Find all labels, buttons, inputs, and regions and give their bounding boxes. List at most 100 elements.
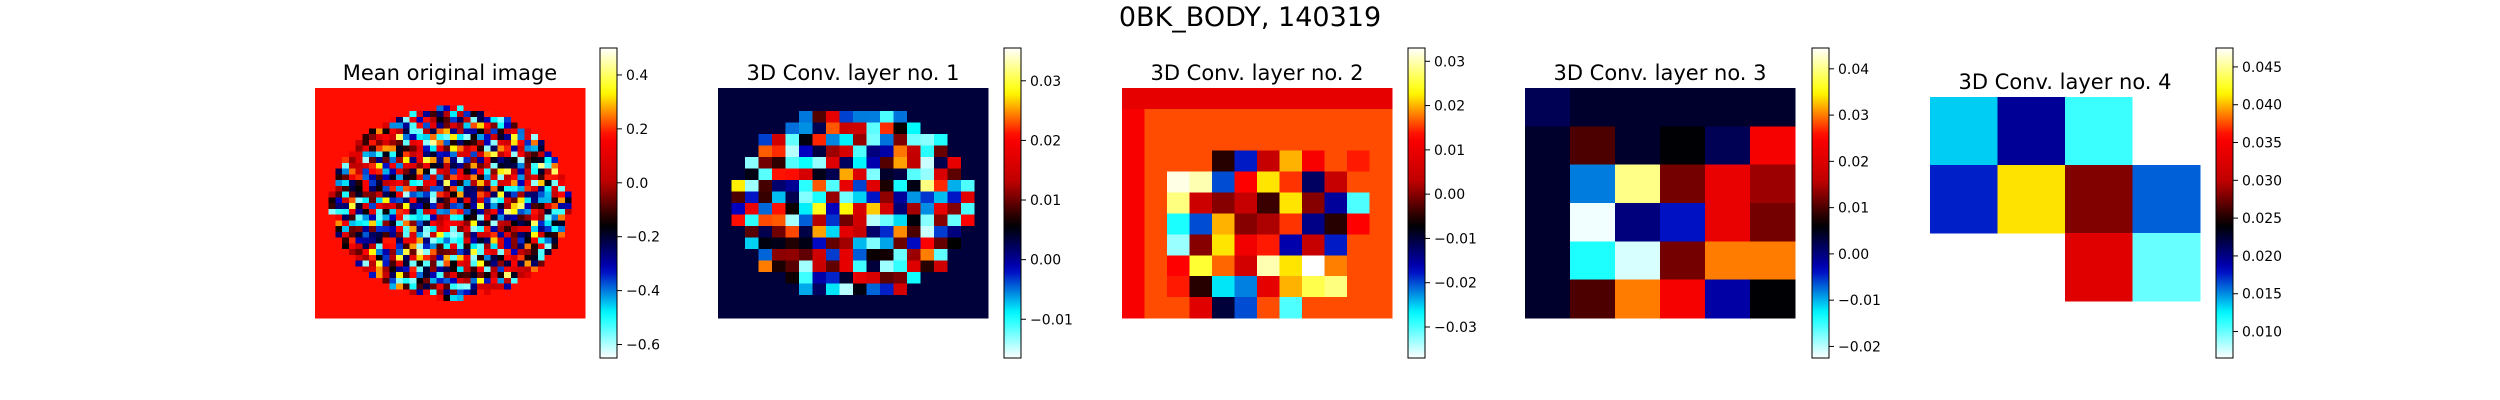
- heatmap-cell: [470, 151, 478, 158]
- heatmap-cell: [409, 168, 417, 175]
- heatmap-cell: [328, 260, 336, 267]
- heatmap-cell: [1122, 297, 1146, 319]
- heatmap-cell: [375, 168, 384, 175]
- heatmap-cell: [826, 306, 841, 319]
- heatmap-cell: [551, 111, 559, 118]
- heatmap-cell: [497, 139, 505, 147]
- heatmap-cell: [517, 88, 525, 95]
- heatmap-cell: [564, 231, 573, 239]
- heatmap-cell: [328, 214, 336, 221]
- heatmap-cell: [477, 151, 485, 158]
- heatmap-cell: [369, 168, 377, 175]
- heatmap-cell: [524, 116, 532, 124]
- heatmap-cell: [812, 99, 827, 112]
- heatmap-cell: [362, 197, 370, 204]
- heatmap-cell: [483, 306, 492, 313]
- heatmap-cell: [335, 88, 343, 95]
- heatmap-cell: [551, 237, 559, 244]
- heatmap-cell: [758, 168, 773, 181]
- heatmap-cell: [463, 203, 471, 210]
- heatmap-cell: [504, 260, 512, 267]
- heatmap-cell: [907, 237, 922, 250]
- heatmap-cell: [826, 134, 841, 147]
- heatmap-cell: [564, 306, 573, 313]
- heatmap-cell: [348, 128, 357, 135]
- heatmap-cell: [328, 139, 336, 147]
- heatmap-cell: [517, 254, 525, 262]
- heatmap-cell: [839, 237, 854, 250]
- heatmap-cell: [510, 116, 519, 124]
- heatmap-cell: [470, 145, 478, 152]
- heatmap-cell: [1660, 241, 1706, 281]
- heatmap-cell: [369, 174, 377, 181]
- heatmap-cell: [375, 151, 384, 158]
- heatmap-cell: [510, 226, 519, 233]
- heatmap-cell: [839, 157, 854, 170]
- heatmap-cell: [443, 277, 451, 285]
- heatmap-cell: [443, 145, 451, 152]
- heatmap-cell: [812, 237, 827, 250]
- heatmap-cell: [718, 111, 733, 124]
- heatmap-cell: [551, 283, 559, 290]
- heatmap-cell: [436, 157, 444, 164]
- heatmap-cell: [348, 139, 357, 147]
- heatmap-cell: [799, 191, 814, 204]
- heatmap-cell: [342, 174, 350, 181]
- heatmap-cell: [517, 300, 525, 308]
- heatmap-cell: [315, 111, 323, 118]
- heatmap-cell: [382, 220, 390, 227]
- heatmap-cell: [396, 93, 404, 101]
- heatmap-cell: [866, 111, 881, 124]
- heatmap-cell: [470, 168, 478, 175]
- heatmap-cell: [799, 180, 814, 193]
- heatmap-cell: [382, 122, 390, 129]
- heatmap-cell: [389, 168, 397, 175]
- heatmap-cell: [893, 180, 908, 193]
- heatmap-cell: [328, 105, 336, 112]
- heatmap-cell: [375, 157, 384, 164]
- heatmap-cell: [429, 151, 438, 158]
- heatmap-cell: [1189, 234, 1213, 256]
- heatmap-cell: [483, 243, 492, 250]
- heatmap-cell: [409, 111, 417, 118]
- heatmap-cell: [551, 197, 559, 204]
- heatmap-cell: [450, 249, 458, 256]
- heatmap-cell: [335, 180, 343, 187]
- heatmap-cell: [578, 185, 586, 193]
- heatmap-cell: [389, 231, 397, 239]
- heatmap-cell: [463, 295, 471, 302]
- heatmap-cell: [477, 203, 485, 210]
- heatmap-cell: [853, 99, 868, 112]
- heatmap-cell: [772, 306, 787, 319]
- heatmap-cell: [348, 122, 357, 129]
- heatmap-cell: [537, 300, 546, 308]
- heatmap-cell: [947, 226, 962, 239]
- heatmap-cell: [362, 208, 370, 216]
- heatmap-cell: [880, 306, 895, 319]
- heatmap-cell: [758, 157, 773, 170]
- heatmap-cell: [571, 312, 579, 319]
- heatmap-cell: [578, 237, 586, 244]
- heatmap-cell: [423, 289, 431, 296]
- heatmap-cell: [578, 116, 586, 124]
- heatmap-cell: [335, 105, 343, 112]
- heatmap-cell: [758, 145, 773, 158]
- heatmap-cell: [504, 157, 512, 164]
- heatmap-cell: [375, 254, 384, 262]
- heatmap-cell: [1122, 255, 1146, 277]
- heatmap-cell: [974, 226, 989, 239]
- heatmap-cell: [2065, 97, 2134, 166]
- heatmap-cell: [348, 111, 357, 118]
- heatmap-cell: [396, 145, 404, 152]
- heatmap-cell: [470, 185, 478, 193]
- heatmap-cell: [571, 254, 579, 262]
- heatmap-cell: [477, 237, 485, 244]
- heatmap-cell: [436, 203, 444, 210]
- heatmap-cell: [564, 151, 573, 158]
- heatmap-cell: [436, 168, 444, 175]
- heatmap-cell: [483, 249, 492, 256]
- heatmap-cell: [551, 105, 559, 112]
- heatmap-cell: [477, 197, 485, 204]
- heatmap-cell: [785, 122, 800, 135]
- heatmap-cell: [961, 226, 976, 239]
